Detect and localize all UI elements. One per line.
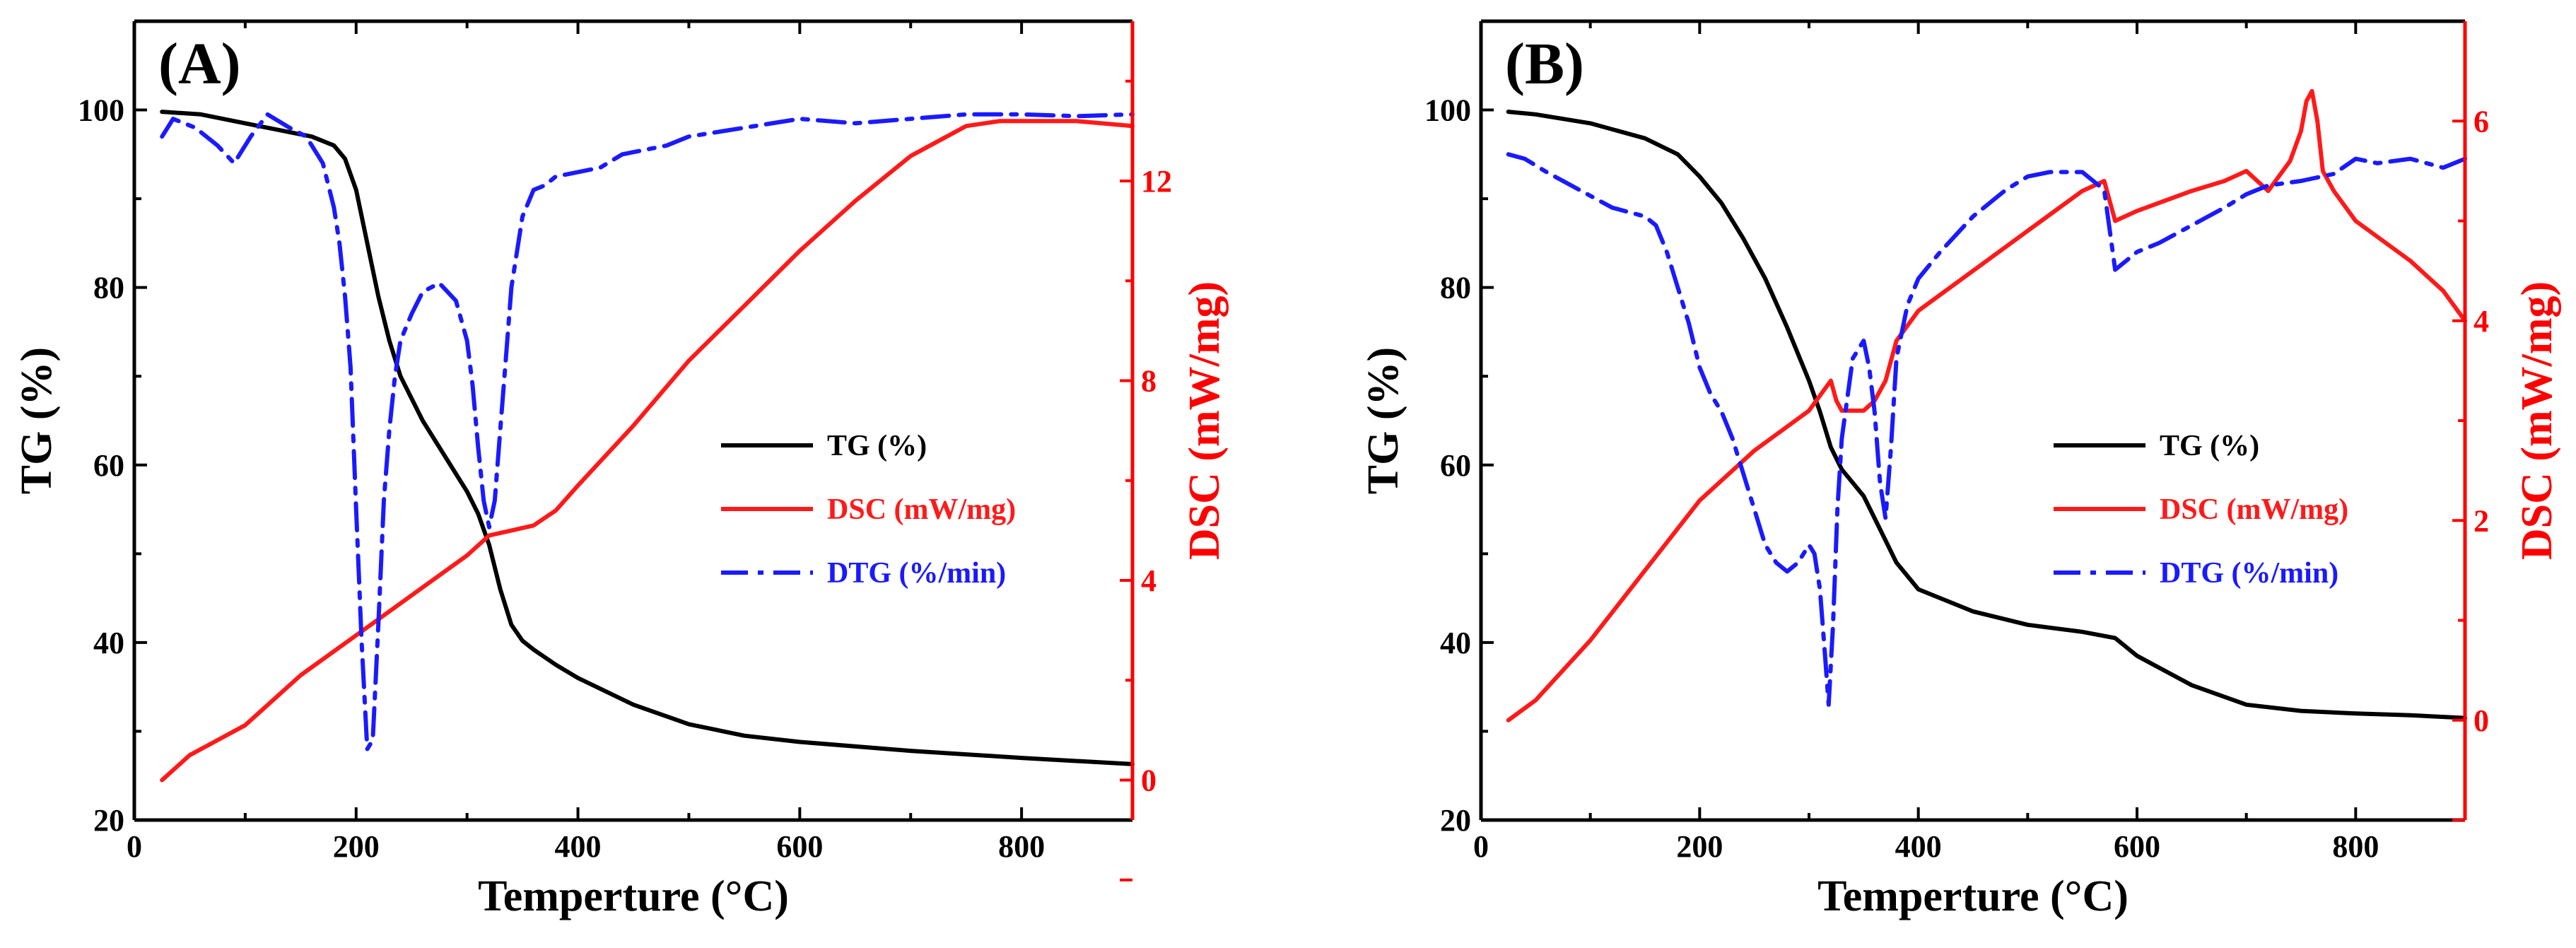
x-tick-label: 600 <box>2114 829 2160 864</box>
x-axis-title: Temperture (°C) <box>478 872 789 920</box>
y2-tick-label: 4 <box>2473 304 2489 339</box>
legend-label-tg: TG (%) <box>827 430 927 462</box>
series-dsc-line <box>1506 88 2467 722</box>
y-tick-label: 60 <box>1440 448 1471 483</box>
x-axis-title: Temperture (°C) <box>1817 872 2129 920</box>
x-tick-label: 200 <box>333 829 380 864</box>
series-tg-line <box>160 110 1135 766</box>
x-tick-label: 800 <box>998 829 1045 864</box>
panel-label: (A) <box>158 31 241 97</box>
x-tick-label: 400 <box>555 829 602 864</box>
legend-label-dsc: DSC (mW/mg) <box>2160 493 2348 526</box>
y-tick-label: 40 <box>93 626 124 660</box>
y2-axis-title: DSC (mW/mg) <box>1181 281 1229 560</box>
y-tick-label: 80 <box>93 271 124 305</box>
x-tick-label: 200 <box>1676 829 1723 864</box>
series-tg-line <box>1506 110 2467 720</box>
y-tick-label: 100 <box>1424 93 1471 128</box>
y2-tick-label: 6 <box>2473 104 2489 139</box>
legend-label-dsc: DSC (mW/mg) <box>827 493 1016 526</box>
y2-tick-label: 12 <box>1141 164 1172 199</box>
y2-tick-label: 4 <box>1141 563 1157 598</box>
y-tick-label: 20 <box>1440 803 1471 838</box>
y2-tick-label: 8 <box>1141 364 1157 399</box>
legend-label-tg: TG (%) <box>2160 430 2259 462</box>
y-tick-label: 60 <box>93 448 124 483</box>
series-dtg-line <box>1506 152 2467 707</box>
panel-b: 0 200 400 600 800 20 40 60 80 100 0 2 4 6 Temperture (… <box>1359 19 2561 920</box>
x-tick-label: 400 <box>1895 829 1942 864</box>
y2-tick-label: 2 <box>2473 503 2489 538</box>
x-tick-label: 0 <box>127 829 142 864</box>
y-tick-label: 100 <box>78 93 124 128</box>
y2-tick-label: 0 <box>1141 763 1157 798</box>
panel-label: (B) <box>1505 31 1584 97</box>
legend-label-dtg: DTG (%/min) <box>827 557 1006 590</box>
y-axis-title: TG (%) <box>1359 347 1407 494</box>
y-tick-label: 20 <box>93 803 124 838</box>
y-axis-title: TG (%) <box>13 347 61 494</box>
panel-a: 0 200 400 600 800 20 40 60 80 100 0 4 8 12 Temperture … <box>13 19 1229 920</box>
x-tick-label: 600 <box>776 829 823 864</box>
series-dsc-line <box>160 119 1135 783</box>
x-tick-label: 800 <box>2332 829 2379 864</box>
series-dtg-line <box>160 112 1135 751</box>
legend-label-dtg: DTG (%/min) <box>2160 557 2338 590</box>
x-tick-label: 0 <box>1473 829 1489 864</box>
y-tick-label: 80 <box>1440 271 1471 305</box>
y-tick-label: 40 <box>1440 626 1471 660</box>
y2-axis-title: DSC (mW/mg) <box>2513 281 2561 560</box>
y2-tick-label: 0 <box>2473 703 2489 738</box>
